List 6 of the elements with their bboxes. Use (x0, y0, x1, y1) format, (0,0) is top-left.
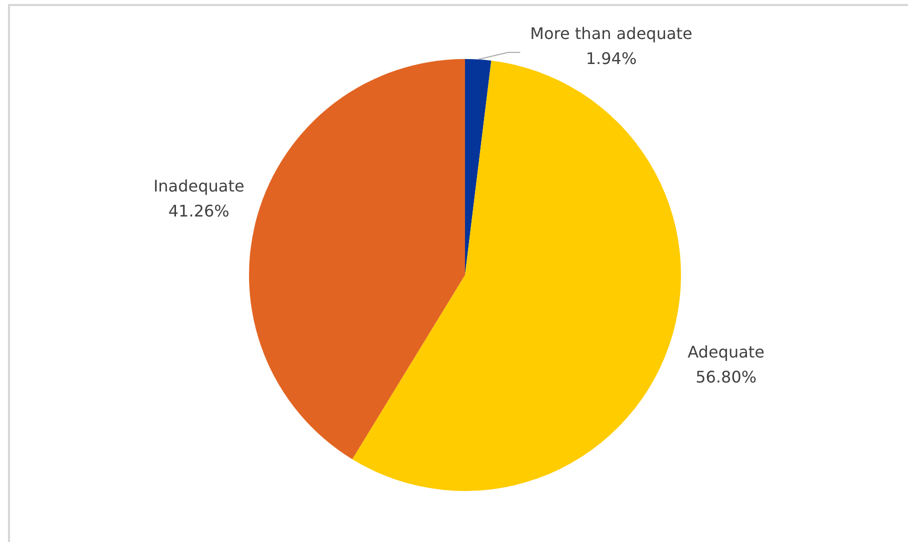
slice-label: More than adequate (530, 24, 692, 44)
slice-label: Inadequate (153, 176, 244, 196)
data-label: 56.80% (696, 368, 757, 387)
data-label: 41.26% (168, 202, 230, 221)
data-label: 1.94% (586, 49, 637, 68)
slice-label: Adequate (688, 342, 765, 362)
